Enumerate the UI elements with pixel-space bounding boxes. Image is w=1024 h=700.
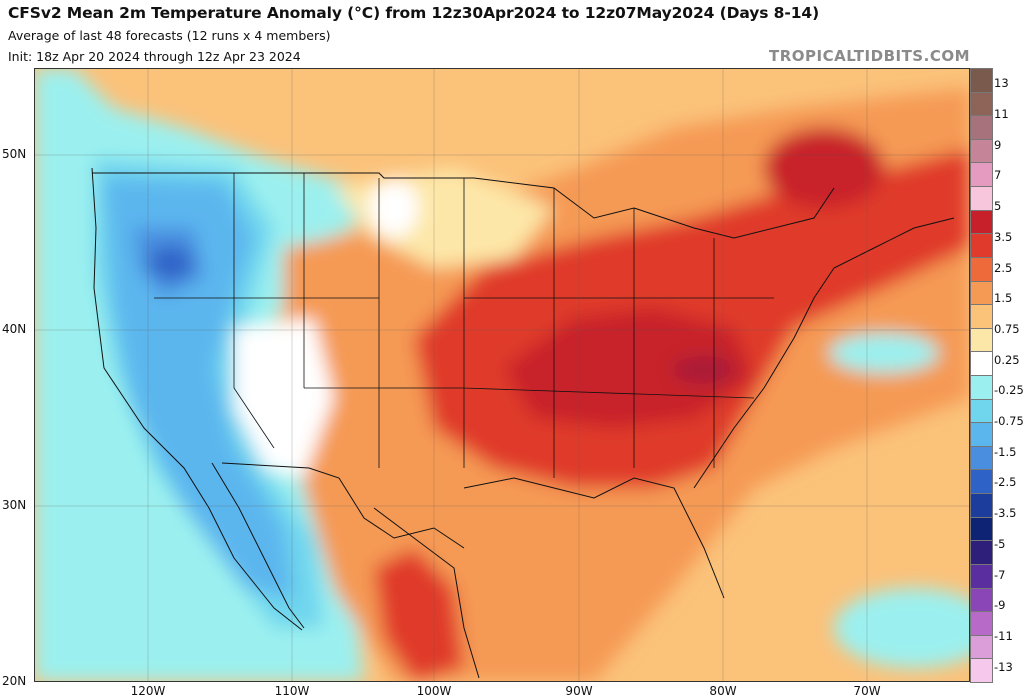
colorbar-label: 13 [994, 76, 1009, 91]
colorbar-swatch [970, 493, 993, 518]
colorbar-swatch [970, 327, 993, 353]
colorbar-swatch [970, 658, 993, 683]
colorbar-label: 3.5 [994, 229, 1013, 244]
boundary-lines [91, 167, 955, 679]
coastline-gulf [373, 477, 725, 679]
colorbar-swatch [970, 587, 993, 613]
colorbar-swatch [970, 516, 993, 542]
colorbar-swatch [970, 611, 993, 636]
lon-label-80w: 80W [709, 684, 737, 698]
colorbar-swatch [970, 233, 993, 258]
colorbar-label: -3.5 [994, 506, 1017, 521]
great-basin-neutral [234, 318, 334, 478]
colorbar-swatch [970, 68, 993, 93]
lat-label-30n: 30N [2, 498, 27, 512]
colorbar-swatch [970, 91, 993, 117]
colorbar-label: 5 [994, 199, 1002, 214]
colorbar-label: 2.5 [994, 260, 1013, 275]
us-canada-border [92, 172, 835, 239]
colorbar-swatch [970, 563, 993, 589]
colorbar-swatch [970, 162, 993, 188]
coastline-east [693, 217, 955, 489]
init-time-label: Init: 18z Apr 20 2024 through 12z Apr 23… [8, 49, 301, 64]
colorbar-swatch [970, 280, 993, 306]
colorbar-label: -7 [994, 567, 1006, 582]
colorbar-swatch [970, 422, 993, 447]
colorbar-swatch [970, 540, 993, 565]
atlantic-cool-south [834, 588, 970, 668]
colorbar-swatch [970, 256, 993, 282]
hottest-core [672, 356, 736, 384]
colorbar-label: 11 [994, 107, 1009, 122]
colorbar-swatch [970, 634, 993, 660]
baja-peninsula [211, 462, 305, 629]
colorbar-label: -13 [994, 659, 1013, 674]
lon-label-120w: 120W [130, 684, 166, 698]
colorbar-swatch [970, 445, 993, 471]
colorbar-label: 1.5 [994, 291, 1013, 306]
lon-label-110w: 110W [274, 684, 310, 698]
colorbar-label: -9 [994, 598, 1006, 613]
northeast-warm-patch [764, 128, 884, 208]
colorbar-label: -2.5 [994, 475, 1017, 490]
colorbar-label: 7 [994, 168, 1002, 183]
colorbar-swatch [970, 469, 993, 495]
colorbar-label: -0.75 [994, 414, 1024, 429]
colorbar-swatch [970, 304, 993, 329]
colorbar-swatch [970, 186, 993, 211]
lon-label-90w: 90W [565, 684, 593, 698]
watermark: TROPICALTIDBITS.COM [769, 47, 970, 65]
coastline-west [91, 167, 303, 631]
lon-label-100w: 100W [416, 684, 452, 698]
lat-label-20n: 20N [2, 674, 27, 688]
mexico-warm-region [374, 548, 464, 682]
colorbar-swatch [970, 351, 993, 376]
lat-label-40n: 40N [2, 322, 27, 336]
colorbar-label: -11 [994, 628, 1013, 643]
idaho-cold-core [149, 247, 193, 279]
hot-core-region [504, 308, 754, 428]
colorbar-label: 9 [994, 137, 1002, 152]
lon-label-70w: 70W [853, 684, 881, 698]
colorbar-label: -5 [994, 536, 1006, 551]
lat-label-50n: 50N [2, 147, 27, 161]
map-title: CFSv2 Mean 2m Temperature Anomaly (°C) f… [8, 4, 820, 22]
colorbar-swatch [970, 209, 993, 235]
colorbar-swatch [970, 115, 993, 140]
map-subtitle: Average of last 48 forecasts (12 runs x … [8, 28, 331, 43]
colorbar-label: 0.25 [994, 352, 1020, 367]
state-lines [154, 173, 774, 478]
temperature-anomaly-map [34, 68, 970, 682]
atlantic-cool-pocket [829, 333, 939, 373]
montana-neutral [369, 178, 419, 238]
colorbar-label: -1.5 [994, 444, 1017, 459]
colorbar-swatch [970, 398, 993, 424]
colorbar-label: -0.25 [994, 383, 1024, 398]
colorbar-legend: 13 11 9 7 5 3.5 2.5 1.5 0.75 0.25 -0.25 -0.75 -1.5 -2… [970, 68, 1024, 683]
graticule [34, 68, 970, 682]
colorbar-swatch [970, 138, 993, 164]
colorbar-label: 0.75 [994, 321, 1020, 336]
colorbar-swatch [970, 375, 993, 400]
